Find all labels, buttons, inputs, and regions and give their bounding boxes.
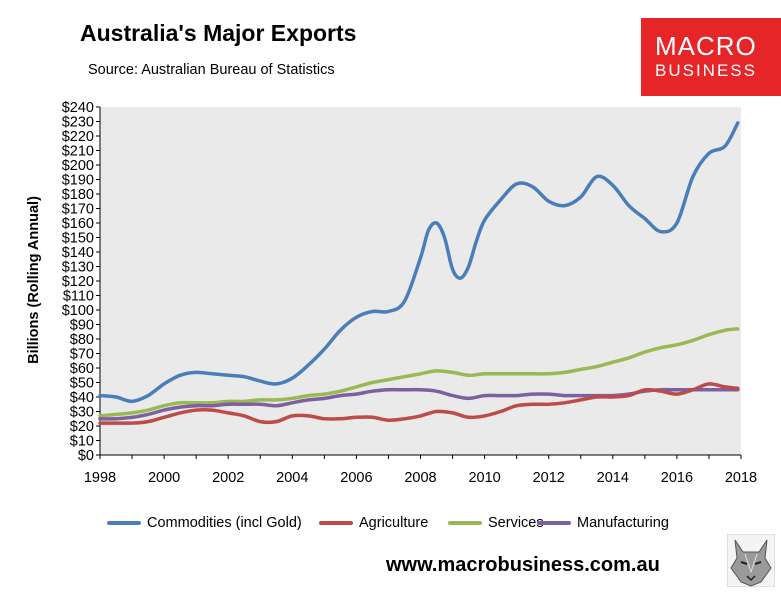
x-tick-label: 2004 bbox=[276, 470, 308, 486]
y-tick-label: $30 bbox=[70, 405, 94, 421]
website-url: www.macrobusiness.com.au bbox=[386, 554, 660, 576]
y-tick-label: $220 bbox=[62, 129, 94, 145]
x-tick-label: 2018 bbox=[725, 470, 757, 486]
y-tick-label: $160 bbox=[62, 216, 94, 232]
y-tick-label: $20 bbox=[70, 419, 94, 435]
y-tick-label: $210 bbox=[62, 144, 94, 160]
y-tick-label: $200 bbox=[62, 158, 94, 174]
series-line-services bbox=[98, 327, 740, 418]
chart-title: Australia's Major Exports bbox=[80, 20, 357, 46]
x-tick-label: 2008 bbox=[404, 470, 436, 486]
chart-source: Source: Australian Bureau of Statistics bbox=[88, 62, 335, 78]
y-tick-label: $230 bbox=[62, 115, 94, 131]
y-tick-label: $0 bbox=[78, 448, 94, 464]
legend-item: Manufacturing bbox=[537, 515, 669, 531]
x-axis: 1998 2000 2002 2004 2006 2008 2010 2012 2014 2016… bbox=[84, 454, 757, 486]
legend-item: Commodities (incl Gold) bbox=[107, 515, 302, 531]
logo-text-business: BUSINESS bbox=[655, 61, 757, 80]
logo-text-macro: MACRO bbox=[655, 31, 757, 61]
plot-area bbox=[100, 107, 741, 455]
y-tick-label: $10 bbox=[70, 434, 94, 450]
y-tick-label: $140 bbox=[62, 245, 94, 261]
y-tick-label: $110 bbox=[63, 289, 94, 305]
y-axis-label: Billions (Rolling Annual) bbox=[26, 196, 42, 364]
y-tick-label: $60 bbox=[70, 361, 94, 377]
series-line-commodities-incl-gold bbox=[98, 121, 740, 404]
y-tick-label: $240 bbox=[62, 100, 94, 116]
x-tick-label: 2012 bbox=[533, 470, 565, 486]
x-tick-label: 2010 bbox=[468, 470, 500, 486]
legend-item: Agriculture bbox=[319, 515, 428, 531]
y-axis: $0$10$20$30$40$50$60$70$80$90$100$110$12… bbox=[62, 100, 101, 464]
y-tick-label: $90 bbox=[70, 318, 94, 334]
legend-label: Agriculture bbox=[359, 515, 429, 531]
x-tick-label: 1998 bbox=[84, 470, 116, 486]
x-tick-label: 2002 bbox=[212, 470, 244, 486]
wolf-icon bbox=[727, 534, 775, 587]
legend-swatch bbox=[319, 521, 353, 525]
series-line-agriculture bbox=[98, 382, 740, 425]
y-tick-label: $40 bbox=[70, 390, 94, 406]
chart-legend: Commodities (incl Gold) Agriculture Servic… bbox=[0, 515, 781, 535]
legend-item: Services bbox=[448, 515, 544, 531]
legend-label: Services bbox=[488, 515, 544, 531]
legend-swatch bbox=[448, 521, 482, 525]
y-tick-label: $120 bbox=[62, 274, 94, 290]
y-tick-label: $80 bbox=[70, 332, 94, 348]
y-tick-label: $150 bbox=[62, 231, 94, 247]
macrobusiness-logo: MACRO BUSINESS bbox=[641, 18, 781, 96]
y-tick-label: $180 bbox=[62, 187, 94, 203]
x-tick-label: 2016 bbox=[661, 470, 693, 486]
x-tick-label: 2006 bbox=[340, 470, 372, 486]
legend-swatch bbox=[107, 521, 141, 525]
y-tick-label: $130 bbox=[62, 260, 94, 276]
y-tick-label: $190 bbox=[62, 173, 94, 189]
series-lines bbox=[98, 121, 740, 425]
legend-label: Commodities (incl Gold) bbox=[147, 515, 302, 531]
x-tick-label: 2014 bbox=[597, 470, 629, 486]
legend-label: Manufacturing bbox=[577, 515, 669, 531]
y-tick-label: $170 bbox=[62, 202, 94, 218]
y-tick-label: $70 bbox=[70, 347, 94, 363]
y-tick-label: $50 bbox=[70, 376, 94, 392]
legend-swatch bbox=[537, 521, 571, 525]
x-tick-label: 2000 bbox=[148, 470, 180, 486]
y-tick-label: $100 bbox=[62, 303, 94, 319]
